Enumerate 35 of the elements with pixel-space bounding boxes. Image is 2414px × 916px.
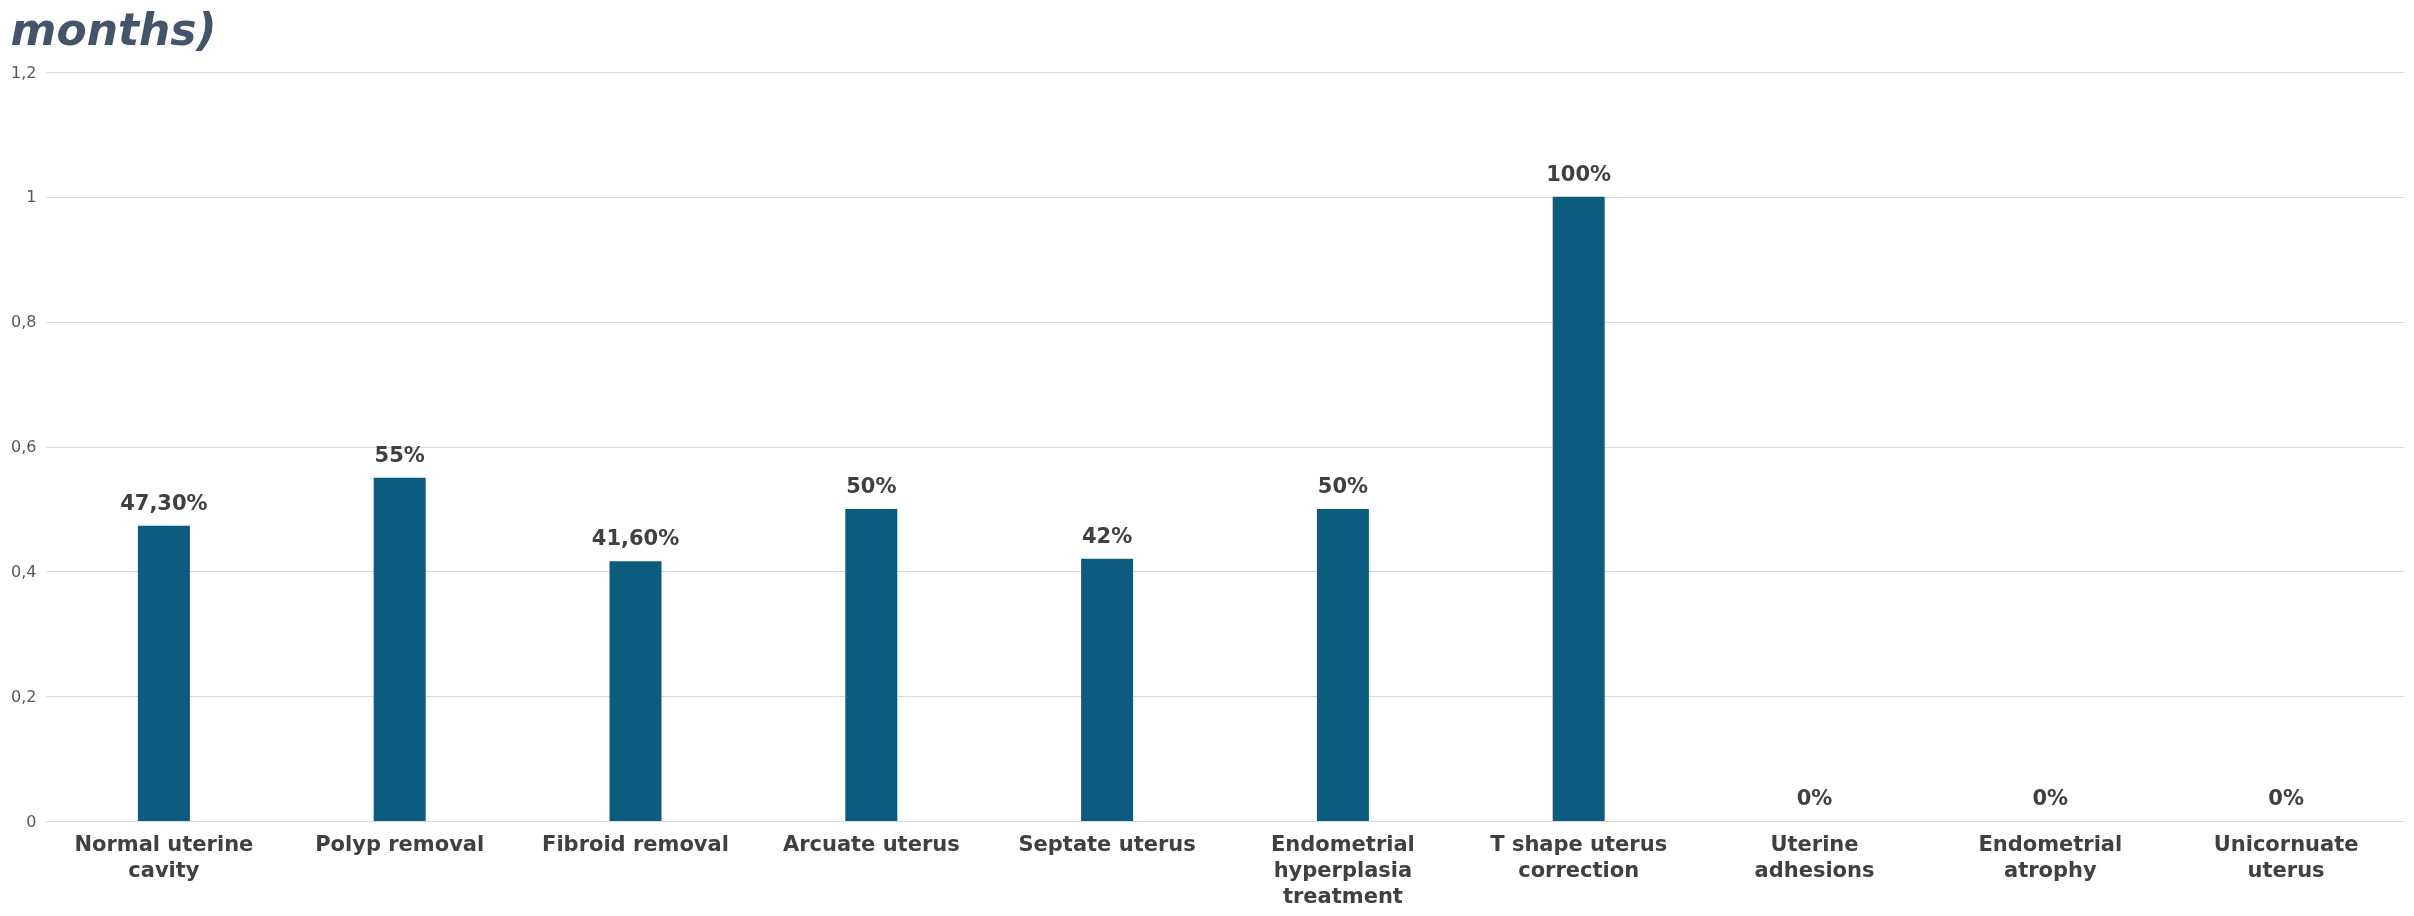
data-label: 50% bbox=[1317, 473, 1369, 498]
bar bbox=[609, 561, 662, 821]
x-tick-label: Polyp removal bbox=[315, 831, 485, 856]
data-label: 0% bbox=[2268, 786, 2304, 810]
y-tick-label: 0,8 bbox=[11, 312, 37, 332]
x-tick-label: Endometrial hyperplasia treatment bbox=[1270, 831, 1415, 908]
data-label: 0% bbox=[1796, 786, 1833, 810]
data-label: 50% bbox=[846, 473, 897, 498]
x-tick-label: T shape uterus correction bbox=[1490, 831, 1668, 882]
x-tick-label: Uterine adhesions bbox=[1754, 831, 1875, 882]
data-label: 41,60% bbox=[591, 526, 680, 551]
data-label: 42% bbox=[1081, 523, 1133, 548]
x-tick-label: Endometrial atrophy bbox=[1978, 831, 2123, 882]
y-tick-label: 1,2 bbox=[11, 62, 37, 82]
data-label: 0% bbox=[2032, 786, 2069, 810]
bar bbox=[1081, 558, 1134, 821]
y-tick-label: 0,4 bbox=[11, 561, 37, 581]
x-tick-label: Unicornuate uterus bbox=[2213, 831, 2359, 882]
x-tick-label: Normal uterine cavity bbox=[74, 831, 254, 882]
x-tick-label: Septate uterus bbox=[1018, 831, 1196, 856]
bar bbox=[1316, 508, 1369, 821]
data-label: 100% bbox=[1546, 161, 1612, 186]
x-tick-label: Fibroid removal bbox=[542, 831, 729, 856]
data-label: 55% bbox=[374, 442, 425, 467]
y-tick-label: 1 bbox=[26, 187, 37, 207]
x-tick-label: Arcuate uterus bbox=[782, 831, 960, 856]
data-label: 47,30% bbox=[120, 490, 208, 515]
y-tick-label: 0,6 bbox=[11, 437, 37, 456]
bar bbox=[373, 477, 426, 821]
bar bbox=[137, 525, 190, 821]
y-tick-label: 0 bbox=[26, 811, 37, 831]
y-tick-label: 0,2 bbox=[11, 686, 37, 706]
bar bbox=[845, 508, 898, 821]
chart-title: months) bbox=[10, 4, 217, 55]
bar bbox=[1552, 196, 1605, 821]
